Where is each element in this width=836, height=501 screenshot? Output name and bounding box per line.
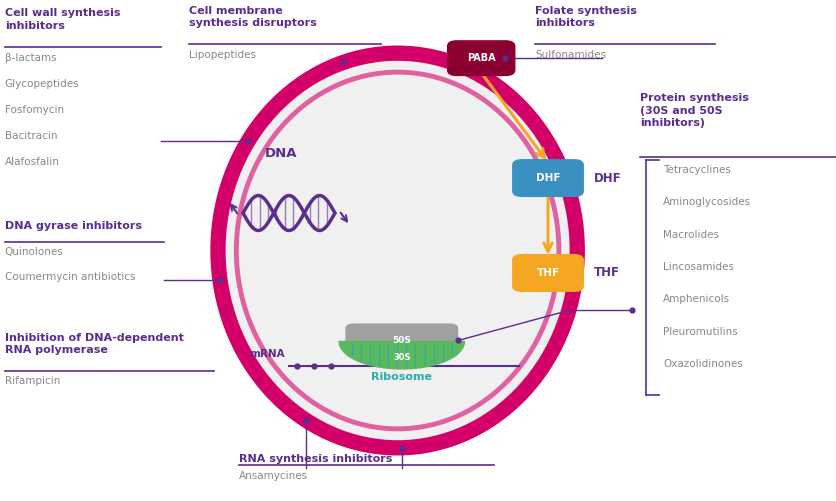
Text: Tetracyclines: Tetracyclines [663,164,731,174]
Text: Folate synthesis
inhibitors: Folate synthesis inhibitors [535,6,636,28]
Text: Coumermycin antibiotics: Coumermycin antibiotics [5,273,135,283]
Text: RNA synthesis inhibitors: RNA synthesis inhibitors [238,454,392,464]
Text: Lipopeptides: Lipopeptides [188,50,256,60]
Text: Oxazolidinones: Oxazolidinones [663,359,742,369]
Text: Inhibition of DNA-dependent
RNA polymerase: Inhibition of DNA-dependent RNA polymera… [5,333,184,355]
Text: Ribosome: Ribosome [371,372,431,382]
Text: Aminoglycosides: Aminoglycosides [663,197,751,207]
Text: Protein synthesis
(30S and 50S
inhibitors): Protein synthesis (30S and 50S inhibitor… [640,93,748,128]
Text: Quinolones: Quinolones [5,246,64,257]
Text: Bacitracin: Bacitracin [5,131,58,141]
Polygon shape [339,341,464,369]
Text: THF: THF [536,268,559,278]
Text: DHF: DHF [535,173,559,183]
Ellipse shape [217,53,577,448]
Text: Fosfomycin: Fosfomycin [5,105,64,115]
Text: THF: THF [594,267,619,280]
Text: Macrolides: Macrolides [663,229,718,239]
Text: Glycopeptides: Glycopeptides [5,79,79,89]
Text: 50S: 50S [392,336,410,345]
Text: Alafosfalin: Alafosfalin [5,157,59,167]
Text: Rifampicin: Rifampicin [5,376,60,386]
Text: PABA: PABA [466,53,495,63]
Text: Sulfonamides: Sulfonamides [535,50,606,60]
FancyBboxPatch shape [345,324,457,357]
FancyBboxPatch shape [512,159,584,197]
Text: mRNA: mRNA [249,349,284,359]
Text: Amphenicols: Amphenicols [663,295,730,305]
Text: β-lactams: β-lactams [5,53,57,63]
Text: 30S: 30S [393,353,410,362]
Text: DNA: DNA [264,147,297,160]
Text: Pleuromutilins: Pleuromutilins [663,327,737,337]
Text: Cell wall synthesis
inhibitors: Cell wall synthesis inhibitors [5,8,120,31]
Text: Ansamycines: Ansamycines [238,471,308,481]
FancyBboxPatch shape [446,40,515,76]
FancyBboxPatch shape [512,254,584,292]
Text: Cell membrane
synthesis disruptors: Cell membrane synthesis disruptors [188,6,316,28]
Text: DNA gyrase inhibitors: DNA gyrase inhibitors [5,220,142,230]
Text: DHF: DHF [594,171,621,184]
Text: Lincosamides: Lincosamides [663,262,733,272]
